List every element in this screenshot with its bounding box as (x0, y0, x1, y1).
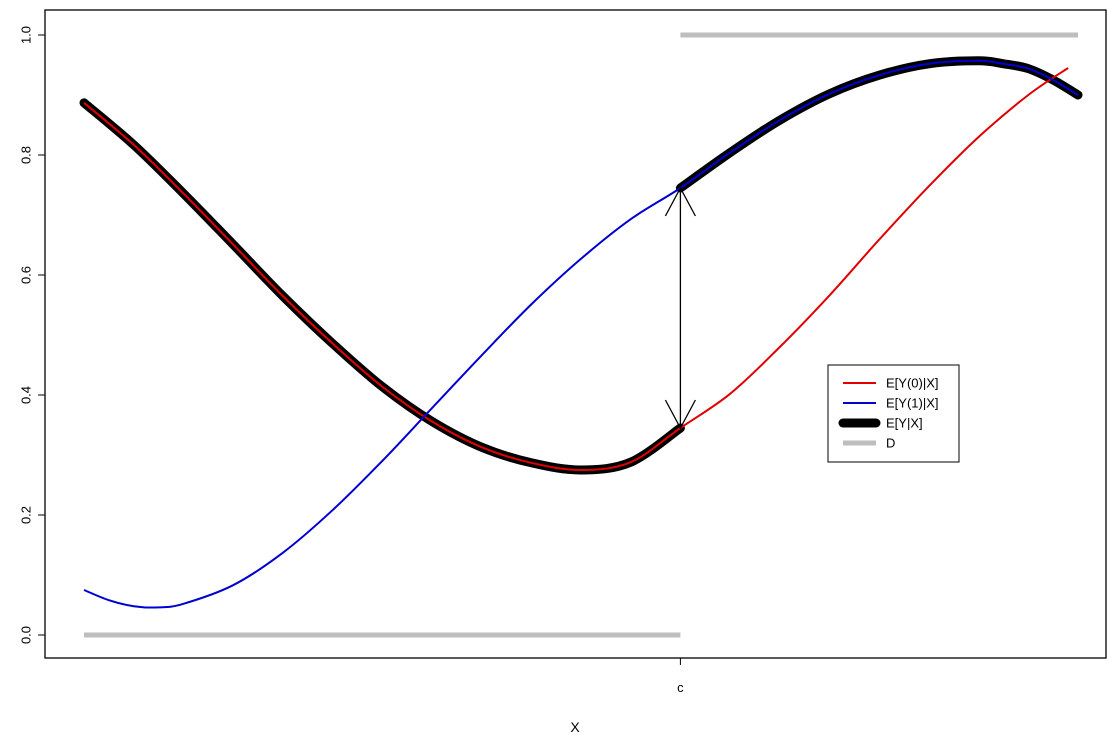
series-line-observed (675, 56, 1083, 193)
x-axis-label: X (570, 719, 580, 733)
y-tick-label: 0.0 (19, 626, 34, 644)
series-line-observed (79, 98, 685, 475)
y-tick-label: 0.4 (19, 386, 34, 404)
legend-label: E[Y(0)|X] (886, 376, 939, 391)
series-line-y1 (83, 59, 1079, 609)
y-tick-label: 0.8 (19, 146, 34, 164)
y-axis: 0.0 0.2 0.4 0.6 0.8 1.0 (19, 26, 46, 644)
treatment-effect-arrow (664, 186, 696, 430)
series-line-y0 (83, 67, 1069, 472)
y-tick-label: 0.2 (19, 506, 34, 524)
legend: E[Y(0)|X] E[Y(1)|X] E[Y|X] D (827, 364, 960, 463)
legend-box (827, 364, 960, 463)
y-tick-label: 0.6 (19, 266, 34, 284)
x-tick-label: c (677, 680, 684, 695)
legend-label: D (886, 436, 895, 451)
series-layer (79, 32, 1083, 638)
legend-label: E[Y(1)|X] (886, 396, 939, 411)
y-tick-label: 1.0 (19, 26, 34, 44)
plot-frame (44, 9, 1107, 659)
x-axis: c (677, 658, 684, 695)
arrow-head-top (664, 186, 696, 217)
legend-label: E[Y|X] (886, 416, 923, 431)
arrow-head-bottom (664, 399, 696, 430)
